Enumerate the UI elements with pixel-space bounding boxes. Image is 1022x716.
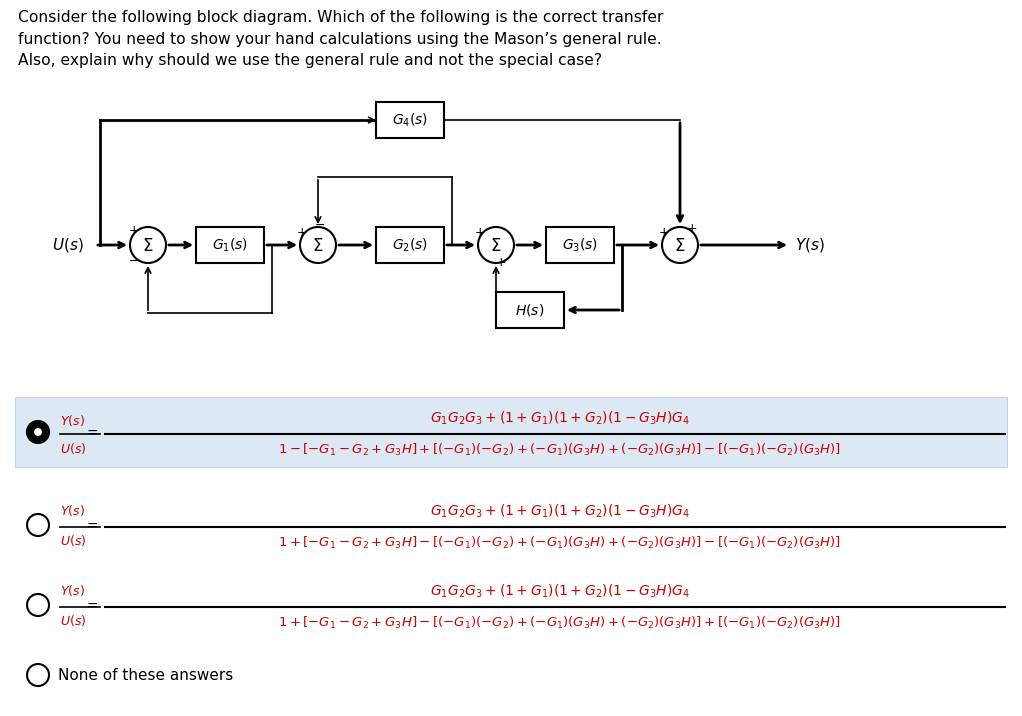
Text: Consider the following block diagram. Which of the following is the correct tran: Consider the following block diagram. Wh… [18,10,663,68]
Bar [546,227,614,263]
Text: +: + [496,256,506,269]
Circle shape [34,428,42,436]
Bar [15,397,1007,467]
Text: +: + [474,226,485,239]
Text: None of these answers: None of these answers [58,667,233,682]
Bar [496,292,564,328]
Text: −: − [129,254,139,268]
Text: $G_1G_2G_3 + (1 + G_1)(1 + G_2)(1 - G_3H)G_4$: $G_1G_2G_3 + (1 + G_1)(1 + G_2)(1 - G_3H… [430,503,690,520]
Text: =: = [86,600,98,614]
Text: $G_1(s)$: $G_1(s)$ [212,236,248,253]
Text: $H(s)$: $H(s)$ [515,302,545,318]
Circle shape [130,227,166,263]
Circle shape [662,227,698,263]
Text: +: + [659,226,669,239]
Text: =: = [86,520,98,534]
Text: +: + [687,223,697,236]
Circle shape [300,227,336,263]
Text: +: + [296,226,308,239]
Text: $\Sigma$: $\Sigma$ [491,237,502,255]
Text: $G_4(s)$: $G_4(s)$ [391,111,428,129]
Bar [376,102,444,138]
Text: $Y(s)$: $Y(s)$ [60,503,85,518]
Text: $Y(s)$: $Y(s)$ [795,236,825,254]
Text: $1 - [-G_1 - G_2 + G_3H]+[(-G_1)(-G_2) + (-G_1)(G_3H) + (-G_2)(G_3H)] - [(-G_1)(: $1 - [-G_1 - G_2 + G_3H]+[(-G_1)(-G_2) +… [278,442,841,458]
Text: +: + [129,225,139,238]
Text: $Y(s)$: $Y(s)$ [60,584,85,599]
Text: $1 + [-G_1 - G_2 + G_3H]-[(-G_1)(-G_2) + (-G_1)(G_3H) + (-G_2)(G_3H)] + [(-G_1)(: $1 + [-G_1 - G_2 + G_3H]-[(-G_1)(-G_2) +… [278,615,841,631]
Circle shape [27,514,49,536]
Circle shape [27,421,49,443]
Circle shape [27,664,49,686]
Text: $\Sigma$: $\Sigma$ [675,237,686,255]
Text: $\Sigma$: $\Sigma$ [313,237,324,255]
Bar [376,227,444,263]
Text: $U(s)$: $U(s)$ [60,440,86,455]
Circle shape [478,227,514,263]
Text: $U(s)$: $U(s)$ [52,236,84,254]
Text: $G_1G_2G_3 + (1 + G_1)(1 + G_2)(1 - G_3H)G_4$: $G_1G_2G_3 + (1 + G_1)(1 + G_2)(1 - G_3H… [430,582,690,600]
Text: $1 + [-G_1 - G_2 + G_3H]-[(-G_1)(-G_2) + (-G_1)(G_3H) + (-G_2)(G_3H)] - [(-G_1)(: $1 + [-G_1 - G_2 + G_3H]-[(-G_1)(-G_2) +… [278,535,841,551]
Text: $U(s)$: $U(s)$ [60,533,86,548]
Bar [196,227,264,263]
Text: $G_3(s)$: $G_3(s)$ [562,236,598,253]
Text: $Y(s)$: $Y(s)$ [60,412,85,427]
Circle shape [27,594,49,616]
Text: =: = [86,427,98,441]
Text: −: − [315,218,325,231]
Text: $G_1G_2G_3 + (1 + G_1)(1 + G_2)(1 - G_3H)G_4$: $G_1G_2G_3 + (1 + G_1)(1 + G_2)(1 - G_3H… [430,410,690,427]
Text: $G_2(s)$: $G_2(s)$ [391,236,428,253]
Text: $U(s)$: $U(s)$ [60,614,86,629]
Text: $\Sigma$: $\Sigma$ [142,237,153,255]
